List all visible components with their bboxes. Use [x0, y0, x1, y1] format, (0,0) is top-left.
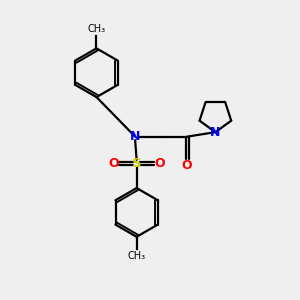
Text: N: N [210, 126, 220, 139]
Text: O: O [108, 157, 119, 170]
Text: S: S [132, 157, 141, 170]
Text: N: N [130, 130, 140, 143]
Text: CH₃: CH₃ [128, 251, 146, 261]
Text: CH₃: CH₃ [87, 24, 106, 34]
Text: O: O [182, 159, 193, 172]
Text: O: O [154, 157, 165, 170]
